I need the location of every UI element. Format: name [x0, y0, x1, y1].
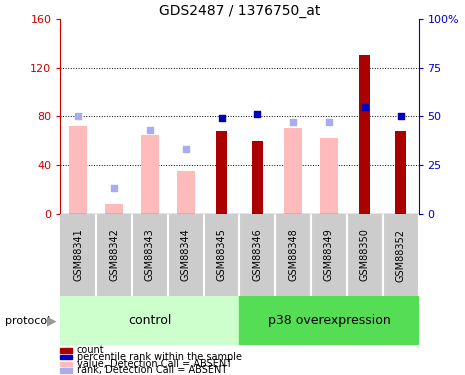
- Bar: [43, 296, 221, 345]
- Text: control: control: [128, 314, 172, 327]
- Point: [326, 119, 333, 125]
- Text: GSM88341: GSM88341: [73, 229, 83, 281]
- Text: value, Detection Call = ABSENT: value, Detection Call = ABSENT: [77, 359, 232, 369]
- Text: GSM88352: GSM88352: [396, 228, 405, 282]
- Bar: [284, 128, 302, 214]
- Point: [74, 113, 82, 119]
- Point: [397, 113, 405, 119]
- Point: [111, 185, 118, 191]
- Text: count: count: [77, 345, 104, 355]
- Text: GSM88343: GSM88343: [145, 229, 155, 281]
- Title: GDS2487 / 1376750_at: GDS2487 / 1376750_at: [159, 4, 320, 18]
- Bar: [141, 135, 159, 214]
- Point: [254, 111, 261, 117]
- Bar: [395, 131, 406, 214]
- Text: GSM88348: GSM88348: [288, 229, 298, 281]
- Point: [146, 127, 153, 133]
- Bar: [60, 214, 418, 296]
- Point: [182, 146, 190, 152]
- Bar: [320, 138, 338, 214]
- Bar: [239, 296, 418, 345]
- Bar: [359, 56, 370, 214]
- Text: GSM88342: GSM88342: [109, 228, 119, 281]
- Bar: [216, 131, 227, 214]
- Bar: [69, 126, 87, 214]
- Text: rank, Detection Call = ABSENT: rank, Detection Call = ABSENT: [77, 366, 227, 375]
- Text: GSM88349: GSM88349: [324, 229, 334, 281]
- Text: GSM88344: GSM88344: [181, 229, 191, 281]
- Point: [218, 115, 225, 121]
- Text: GSM88345: GSM88345: [217, 228, 226, 281]
- Bar: [105, 204, 123, 214]
- Text: protocol: protocol: [5, 316, 50, 326]
- Text: p38 overexpression: p38 overexpression: [268, 314, 390, 327]
- Text: ▶: ▶: [46, 314, 56, 327]
- Bar: [252, 141, 263, 214]
- Bar: [60, 296, 239, 345]
- Bar: [239, 296, 418, 345]
- Point: [361, 104, 368, 110]
- Text: percentile rank within the sample: percentile rank within the sample: [77, 352, 242, 362]
- Text: GSM88350: GSM88350: [360, 228, 370, 281]
- Point: [289, 119, 297, 125]
- Bar: [177, 171, 195, 214]
- Text: GSM88346: GSM88346: [252, 229, 262, 281]
